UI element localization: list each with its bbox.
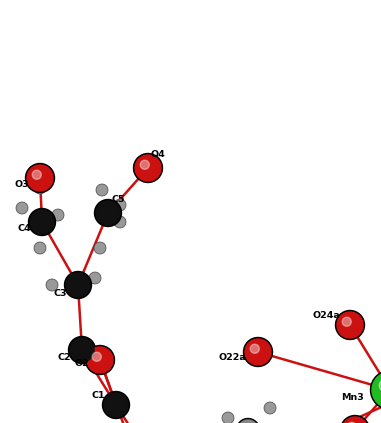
Circle shape [342,317,351,326]
Text: O22a: O22a [218,354,246,363]
Circle shape [30,210,54,234]
Circle shape [96,184,108,196]
Text: O2: O2 [75,360,90,368]
Circle shape [245,339,271,365]
Circle shape [34,242,46,254]
Circle shape [102,392,130,418]
Text: O3: O3 [15,179,29,189]
Circle shape [264,402,276,414]
Circle shape [222,412,234,423]
Circle shape [89,272,101,284]
Circle shape [29,209,56,236]
Circle shape [16,202,28,214]
Circle shape [114,216,126,228]
Text: O4: O4 [150,149,165,159]
Circle shape [27,165,53,191]
Text: C2: C2 [57,354,71,363]
Circle shape [342,417,368,423]
Circle shape [140,160,149,169]
Circle shape [34,182,46,194]
Circle shape [87,347,113,373]
Circle shape [135,155,161,181]
Circle shape [114,199,126,211]
Circle shape [337,312,363,338]
Circle shape [66,273,90,297]
Circle shape [133,154,163,182]
Text: Mn3: Mn3 [341,393,363,403]
Circle shape [52,209,64,221]
Circle shape [238,420,258,423]
Circle shape [347,422,356,423]
Text: C5: C5 [111,195,125,203]
Circle shape [243,338,272,366]
Text: C3: C3 [53,288,67,297]
Circle shape [336,310,365,340]
Circle shape [96,201,120,225]
Circle shape [372,372,381,408]
Circle shape [26,164,54,192]
Text: C1: C1 [91,390,105,399]
Circle shape [64,272,91,299]
Circle shape [379,379,381,392]
Circle shape [94,200,122,226]
Circle shape [341,415,370,423]
Circle shape [370,371,381,409]
Circle shape [69,337,96,363]
Circle shape [85,346,115,374]
Circle shape [70,338,94,362]
Text: O24a: O24a [312,310,340,319]
Circle shape [250,344,259,353]
Circle shape [92,352,101,361]
Circle shape [237,418,259,423]
Text: C4: C4 [17,223,31,233]
Circle shape [104,393,128,417]
Circle shape [94,242,106,254]
Circle shape [32,170,41,179]
Circle shape [46,279,58,291]
